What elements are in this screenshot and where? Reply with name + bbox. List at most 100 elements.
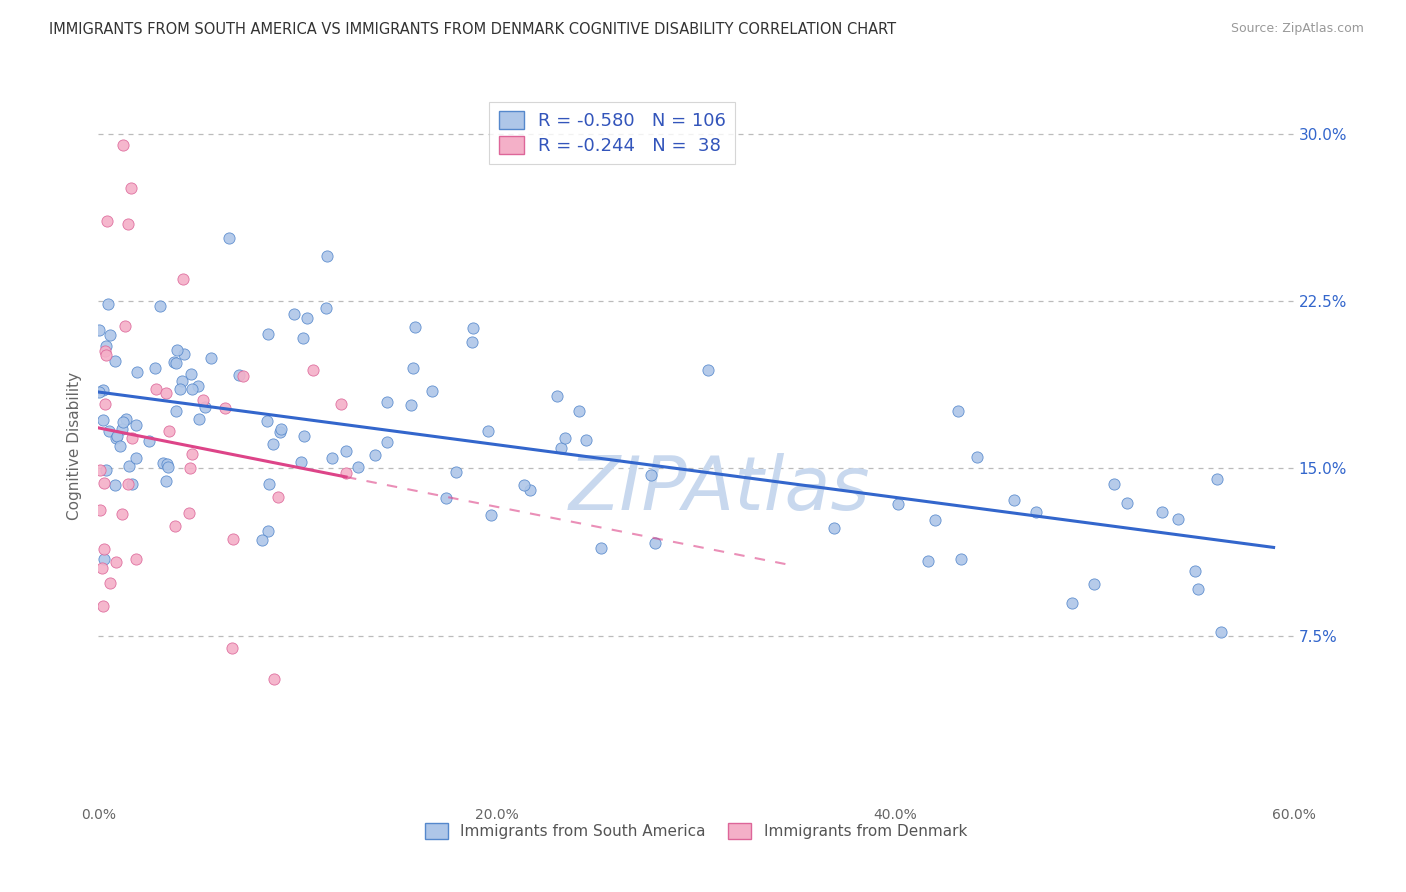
Point [115, 412, 138, 426]
Point [1211, 625, 1233, 640]
Point [364, 448, 387, 462]
Text: ZIPAtlas: ZIPAtlas [569, 453, 870, 524]
Point [98, 328, 121, 343]
Point [1102, 477, 1125, 491]
Point [375, 434, 398, 449]
Y-axis label: Cognitive Disability: Cognitive Disability [67, 372, 83, 520]
Point [170, 374, 193, 388]
Point [111, 137, 134, 152]
Point [434, 491, 457, 505]
Point [257, 477, 280, 491]
Point [640, 467, 662, 482]
Point [589, 541, 612, 555]
Point [228, 368, 250, 383]
Point [94, 347, 117, 361]
Point [222, 532, 245, 546]
Point [156, 457, 179, 471]
Point [316, 249, 339, 264]
Point [89, 463, 111, 477]
Point [120, 181, 142, 195]
Point [96, 213, 118, 227]
Point [283, 307, 305, 321]
Point [291, 331, 314, 345]
Point [181, 447, 204, 461]
Point [108, 438, 131, 452]
Point [173, 347, 195, 361]
Point [191, 393, 214, 408]
Point [256, 524, 278, 539]
Point [420, 384, 443, 399]
Point [89, 323, 111, 337]
Point [321, 451, 343, 466]
Point [91, 561, 114, 575]
Point [302, 363, 325, 377]
Point [290, 455, 312, 469]
Point [121, 477, 143, 491]
Point [200, 351, 222, 365]
Point [256, 414, 278, 428]
Point [125, 365, 148, 379]
Point [1025, 505, 1047, 519]
Point [1167, 512, 1189, 526]
Point [138, 434, 160, 449]
Point [91, 384, 114, 398]
Point [267, 490, 290, 504]
Point [924, 513, 946, 527]
Point [155, 474, 177, 488]
Text: IMMIGRANTS FROM SOUTH AMERICA VS IMMIGRANTS FROM DENMARK COGNITIVE DISABILITY CO: IMMIGRANTS FROM SOUTH AMERICA VS IMMIGRA… [49, 22, 897, 37]
Point [444, 465, 467, 479]
Point [111, 421, 134, 435]
Point [169, 382, 191, 396]
Legend: Immigrants from South America, Immigrants from Denmark: Immigrants from South America, Immigrant… [419, 817, 973, 845]
Point [823, 520, 845, 534]
Point [263, 672, 285, 686]
Point [117, 477, 139, 491]
Point [1116, 496, 1139, 510]
Point [104, 478, 127, 492]
Point [93, 412, 115, 426]
Point [375, 395, 398, 409]
Point [194, 400, 217, 414]
Point [460, 335, 482, 350]
Point [550, 441, 572, 455]
Point [479, 508, 502, 522]
Point [172, 271, 194, 285]
Point [96, 463, 118, 477]
Point [1060, 596, 1083, 610]
Point [214, 401, 236, 416]
Point [94, 396, 117, 410]
Point [94, 344, 117, 359]
Point [98, 425, 121, 439]
Point [966, 450, 988, 465]
Point [105, 431, 128, 445]
Point [221, 640, 243, 655]
Point [513, 478, 536, 492]
Point [93, 552, 115, 566]
Point [98, 576, 121, 591]
Point [165, 404, 187, 418]
Point [1002, 493, 1025, 508]
Point [1150, 505, 1173, 519]
Point [157, 424, 180, 438]
Point [143, 360, 166, 375]
Point [1083, 577, 1105, 591]
Point [250, 533, 273, 548]
Text: Source: ZipAtlas.com: Source: ZipAtlas.com [1230, 22, 1364, 36]
Point [124, 552, 146, 566]
Point [1184, 564, 1206, 578]
Point [149, 299, 172, 313]
Point [94, 339, 117, 353]
Point [97, 297, 120, 311]
Point [402, 361, 425, 376]
Point [89, 384, 111, 399]
Point [121, 431, 143, 445]
Point [404, 319, 426, 334]
Point [347, 459, 370, 474]
Point [104, 555, 127, 569]
Point [295, 311, 318, 326]
Point [546, 389, 568, 403]
Point [461, 320, 484, 334]
Point [917, 554, 939, 568]
Point [644, 536, 666, 550]
Point [114, 319, 136, 334]
